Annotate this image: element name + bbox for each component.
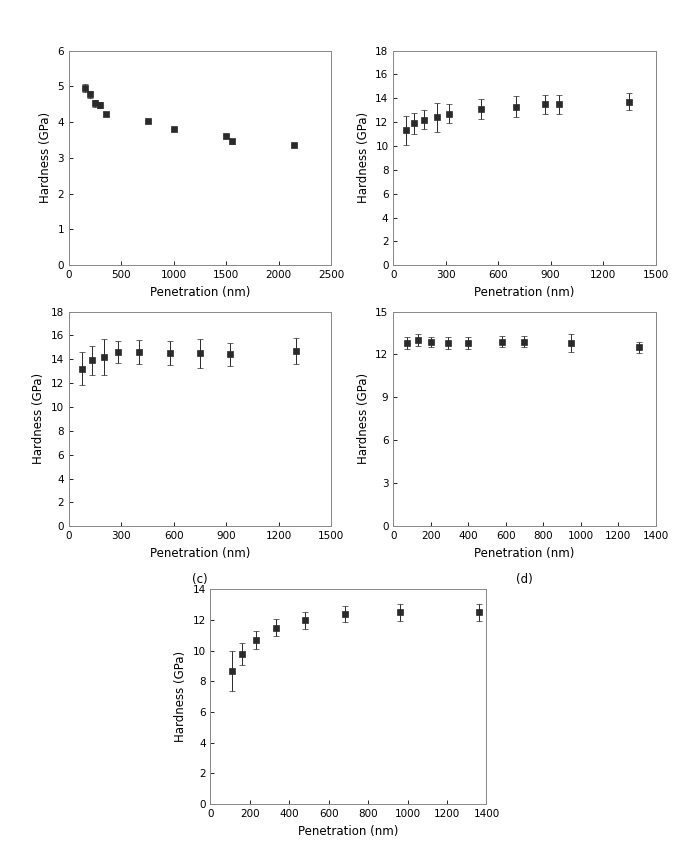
- Y-axis label: Hardness (GPa): Hardness (GPa): [357, 373, 370, 465]
- X-axis label: Penetration (nm): Penetration (nm): [474, 546, 575, 560]
- Y-axis label: Hardness (GPa): Hardness (GPa): [39, 112, 52, 204]
- Text: (d): (d): [516, 573, 533, 587]
- Y-axis label: Hardness (GPa): Hardness (GPa): [174, 651, 187, 743]
- Text: (c): (c): [193, 573, 208, 587]
- X-axis label: Penetration (nm): Penetration (nm): [150, 546, 250, 560]
- Y-axis label: Hardness (GPa): Hardness (GPa): [32, 373, 46, 465]
- X-axis label: Penetration (nm): Penetration (nm): [298, 824, 399, 838]
- Text: (a): (a): [192, 312, 208, 326]
- Y-axis label: Hardness (GPa): Hardness (GPa): [357, 112, 370, 204]
- X-axis label: Penetration (nm): Penetration (nm): [150, 285, 250, 299]
- X-axis label: Penetration (nm): Penetration (nm): [474, 285, 575, 299]
- Text: (b): (b): [516, 312, 533, 326]
